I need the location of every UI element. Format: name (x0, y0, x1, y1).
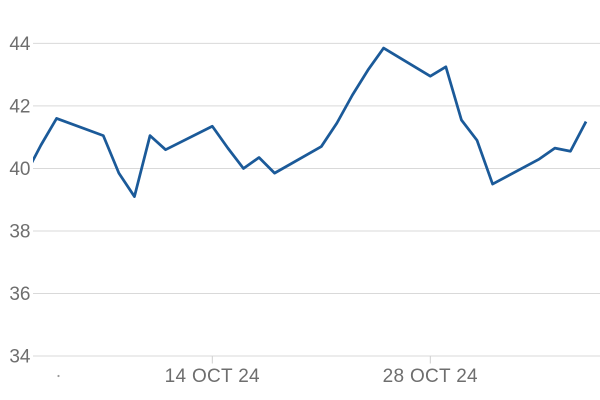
y-axis-tick-label: 38 (9, 221, 30, 242)
y-axis-tick-label: 34 (9, 347, 31, 368)
x-axis-tick-label: 28 OCT 24 (383, 366, 478, 387)
y-axis-tick-label: 36 (9, 284, 30, 305)
price-line-series (33, 46, 588, 198)
y-axis-tick-label: 42 (9, 96, 30, 117)
y-axis-tick-label: 44 (9, 34, 31, 55)
x-axis-tick-label: 14 OCT 24 (165, 366, 260, 387)
y-axis-tick-label: 40 (9, 159, 30, 180)
stray-label-fragment-dot (57, 374, 60, 378)
